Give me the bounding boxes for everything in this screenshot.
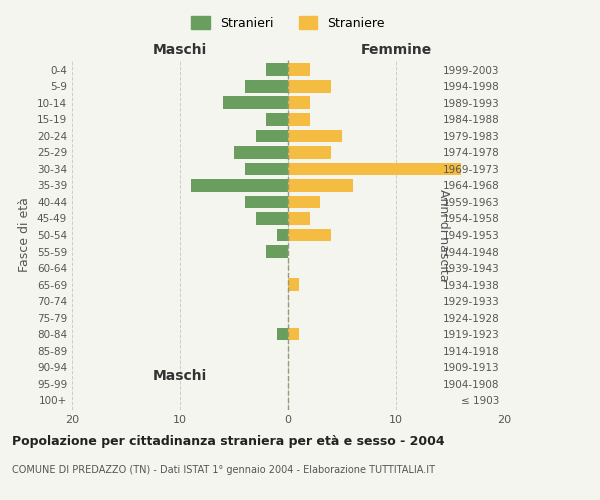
Y-axis label: Fasce di età: Fasce di età	[19, 198, 31, 272]
Bar	[288, 179, 353, 192]
Bar	[191, 179, 288, 192]
Text: Popolazione per cittadinanza straniera per età e sesso - 2004: Popolazione per cittadinanza straniera p…	[12, 435, 445, 448]
Legend: Stranieri, Straniere: Stranieri, Straniere	[186, 11, 390, 35]
Bar	[277, 328, 288, 340]
Bar	[256, 130, 288, 142]
Bar	[245, 162, 288, 175]
Bar	[288, 328, 299, 340]
Bar	[288, 130, 342, 142]
Bar	[288, 196, 320, 208]
Bar	[288, 113, 310, 126]
Bar	[288, 96, 310, 110]
Bar	[245, 80, 288, 93]
Bar	[223, 96, 288, 110]
Y-axis label: Anni di nascita: Anni di nascita	[437, 188, 450, 281]
Bar	[288, 212, 310, 225]
Bar	[256, 212, 288, 225]
Bar	[266, 113, 288, 126]
Text: COMUNE DI PREDAZZO (TN) - Dati ISTAT 1° gennaio 2004 - Elaborazione TUTTITALIA.I: COMUNE DI PREDAZZO (TN) - Dati ISTAT 1° …	[12, 465, 435, 475]
Bar	[277, 228, 288, 241]
Text: Maschi: Maschi	[153, 370, 207, 384]
Bar	[288, 64, 310, 76]
Text: Maschi: Maschi	[153, 42, 207, 56]
Bar	[288, 80, 331, 93]
Bar	[266, 64, 288, 76]
Bar	[288, 228, 331, 241]
Bar	[288, 278, 299, 291]
Bar	[288, 162, 461, 175]
Bar	[266, 245, 288, 258]
Bar	[245, 196, 288, 208]
Text: Femmine: Femmine	[361, 42, 431, 56]
Bar	[288, 146, 331, 159]
Bar	[234, 146, 288, 159]
